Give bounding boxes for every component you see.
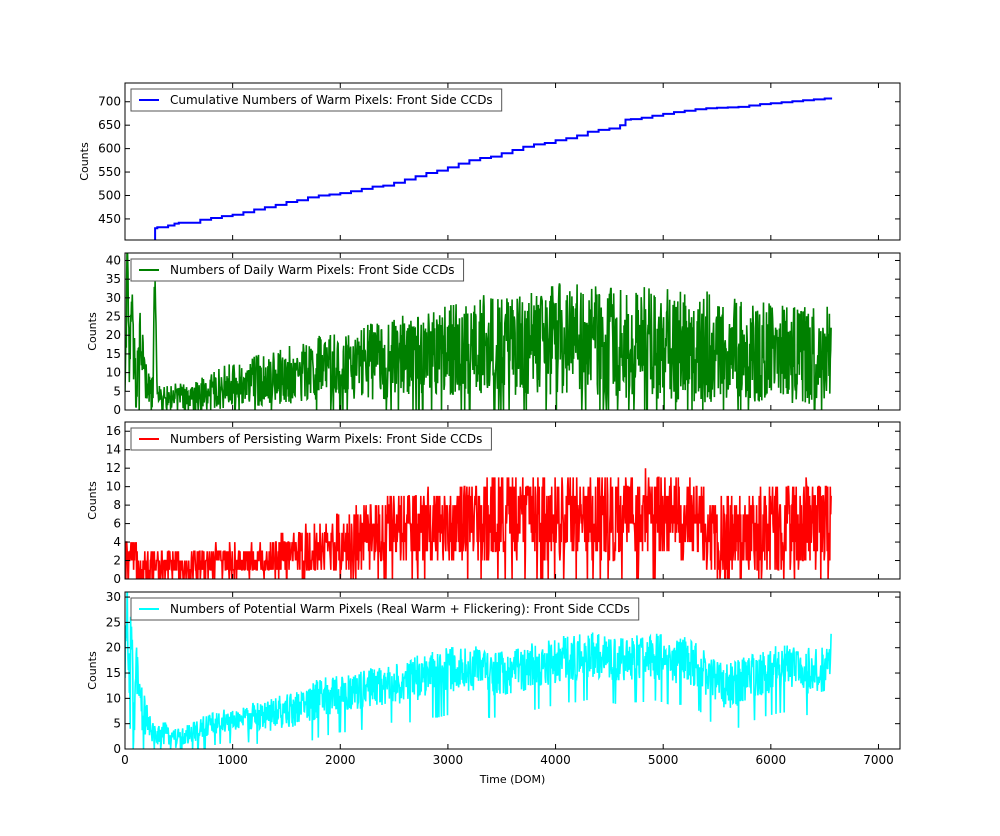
y-tick-label: 12 bbox=[106, 461, 121, 475]
series-line-4-1 bbox=[125, 592, 832, 749]
y-tick-label: 450 bbox=[98, 212, 121, 226]
y-tick-label: 0 bbox=[113, 403, 121, 417]
y-tick-label: 15 bbox=[106, 666, 121, 680]
y-tick-label: 16 bbox=[106, 424, 121, 438]
legend-box bbox=[130, 258, 465, 282]
legend-entry: Cumulative Numbers of Warm Pixels: Front… bbox=[170, 93, 493, 107]
x-tick-label: 1000 bbox=[217, 753, 248, 767]
legend: Numbers of Daily Warm Pixels: Front Side… bbox=[130, 258, 465, 282]
y-tick-label: 8 bbox=[113, 498, 121, 512]
y-tick-label: 10 bbox=[106, 691, 121, 705]
x-tick-label: 4000 bbox=[540, 753, 571, 767]
y-tick-label: 30 bbox=[106, 291, 121, 305]
y-tick-label: 10 bbox=[106, 366, 121, 380]
legend: Numbers of Persisting Warm Pixels: Front… bbox=[130, 427, 492, 451]
y-tick-label: 35 bbox=[106, 272, 121, 286]
plot-frame bbox=[124, 252, 901, 411]
chart-panel-4: 0 5 10 15 20 25 30 0 1000 2000 3000 4000 5000 6000 700… bbox=[86, 590, 901, 786]
y-tick-label: 550 bbox=[98, 165, 121, 179]
y-tick-label: 20 bbox=[106, 641, 121, 655]
y-tick-label: 0 bbox=[113, 742, 121, 756]
y-tick-label: 15 bbox=[106, 347, 121, 361]
y-tick-label: 2 bbox=[113, 554, 121, 568]
series-line-2-1 bbox=[125, 253, 832, 410]
y-tick-label: 4 bbox=[113, 535, 121, 549]
y-axis-label: Counts bbox=[86, 651, 99, 690]
y-tick-label: 40 bbox=[106, 253, 121, 267]
chart-panel-3: 0 2 4 6 8 10 12 14 16 Counts Numbers of Persisting… bbox=[86, 421, 901, 586]
chart-panel-1: 450 500 550 600 650 700 Counts Cumulative Numbe… bbox=[78, 82, 901, 241]
y-tick-label: 500 bbox=[98, 188, 121, 202]
legend-box bbox=[130, 88, 503, 112]
y-axis-label: Counts bbox=[86, 312, 99, 351]
y-tick-label: 5 bbox=[113, 384, 121, 398]
series-line-3-1 bbox=[125, 468, 832, 579]
x-tick-label: 7000 bbox=[863, 753, 894, 767]
x-tick-label: 5000 bbox=[648, 753, 679, 767]
legend: Numbers of Potential Warm Pixels (Real W… bbox=[130, 597, 640, 621]
chart-panel-2: 0 5 10 15 20 25 30 35 40 Counts Numbers of Daily W… bbox=[86, 252, 901, 417]
legend: Cumulative Numbers of Warm Pixels: Front… bbox=[130, 88, 503, 112]
x-tick-label: 2000 bbox=[325, 753, 356, 767]
y-tick-label: 14 bbox=[106, 443, 121, 457]
x-tick-label: 3000 bbox=[433, 753, 464, 767]
plot-frame bbox=[124, 421, 901, 580]
x-axis-label: Time (DOM) bbox=[479, 773, 546, 786]
series-line-1-1 bbox=[154, 97, 833, 240]
y-axis-label: Counts bbox=[78, 142, 91, 181]
legend-entry: Numbers of Daily Warm Pixels: Front Side… bbox=[170, 263, 455, 277]
legend-box bbox=[130, 597, 640, 621]
y-tick-label: 700 bbox=[98, 95, 121, 109]
y-tick-label: 10 bbox=[106, 480, 121, 494]
plot-frame bbox=[124, 82, 901, 241]
y-tick-label: 20 bbox=[106, 328, 121, 342]
legend-entry: Numbers of Potential Warm Pixels (Real W… bbox=[170, 602, 630, 616]
y-tick-label: 600 bbox=[98, 142, 121, 156]
y-tick-label: 5 bbox=[113, 717, 121, 731]
legend-box bbox=[130, 427, 492, 451]
plot-frame bbox=[124, 591, 901, 750]
x-tick-label: 6000 bbox=[756, 753, 787, 767]
y-tick-label: 0 bbox=[113, 572, 121, 586]
y-tick-label: 25 bbox=[106, 310, 121, 324]
legend-entry: Numbers of Persisting Warm Pixels: Front… bbox=[170, 432, 482, 446]
y-axis-label: Counts bbox=[86, 481, 99, 520]
y-tick-label: 650 bbox=[98, 118, 121, 132]
y-tick-label: 30 bbox=[106, 590, 121, 604]
y-tick-label: 6 bbox=[113, 517, 121, 531]
y-tick-label: 25 bbox=[106, 615, 121, 629]
x-tick-label: 0 bbox=[121, 753, 129, 767]
